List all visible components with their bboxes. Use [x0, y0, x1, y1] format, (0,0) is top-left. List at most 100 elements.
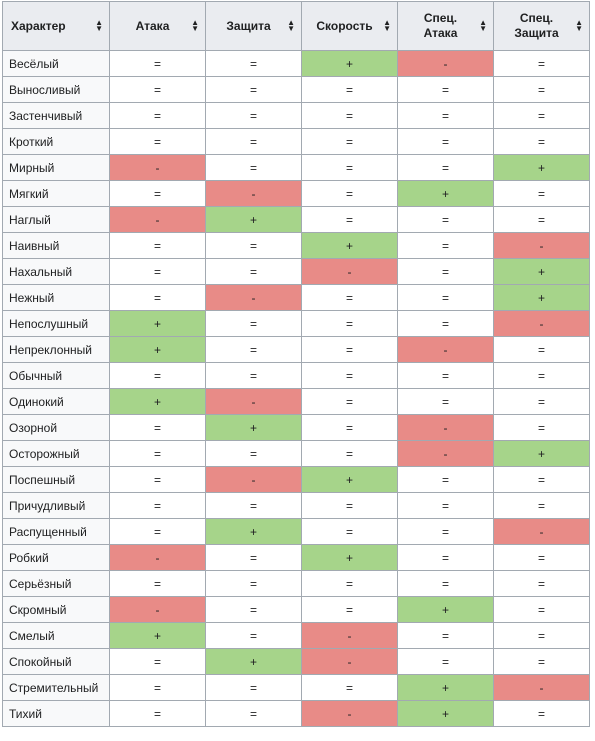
column-header-label-line: Спец. [519, 11, 554, 25]
table-row: Непослушный + = = = - [2, 310, 590, 337]
table-row: Озорной = + = - = [2, 414, 590, 441]
stat-effect-cell: = [397, 544, 494, 571]
stat-effect-cell: - [493, 310, 590, 337]
stat-effect-cell: = [493, 50, 590, 77]
nature-name-cell: Распущенный [2, 518, 110, 545]
column-header-attack[interactable]: Атака ▲ ▼ [109, 1, 206, 51]
stat-effect-cell: = [493, 336, 590, 363]
stat-effect-cell: + [205, 648, 302, 675]
column-header-label-line: Характер [11, 18, 66, 33]
stat-effect-cell: + [205, 518, 302, 545]
column-header-defense[interactable]: Защита ▲ ▼ [205, 1, 302, 51]
stat-effect-cell: = [397, 258, 494, 285]
table-row: Весёлый = = + - = [2, 50, 590, 77]
stat-effect-cell: = [397, 284, 494, 311]
stat-effect-cell: = [301, 310, 398, 337]
stat-effect-cell: + [397, 674, 494, 701]
stat-effect-cell: = [109, 570, 206, 597]
stat-effect-cell: - [109, 154, 206, 181]
stat-effect-cell: = [301, 206, 398, 233]
sort-arrows-icon[interactable]: ▲ ▼ [479, 18, 487, 33]
stat-effect-cell: = [205, 440, 302, 467]
stat-effect-cell: = [397, 570, 494, 597]
stat-effect-cell: = [109, 492, 206, 519]
stat-effect-cell: = [205, 76, 302, 103]
column-header-label: Спец. Атака [424, 11, 468, 41]
stat-effect-cell: = [397, 466, 494, 493]
stat-effect-cell: = [109, 674, 206, 701]
column-header-sp-attack[interactable]: Спец. Атака ▲ ▼ [397, 1, 494, 51]
stat-effect-cell: = [493, 76, 590, 103]
table-row: Выносливый = = = = = [2, 76, 590, 103]
stat-effect-cell: + [397, 180, 494, 207]
table-row: Одинокий + - = = = [2, 388, 590, 415]
stat-effect-cell: = [109, 50, 206, 77]
stat-effect-cell: = [493, 414, 590, 441]
stat-effect-cell: = [301, 596, 398, 623]
nature-name-cell: Застенчивый [2, 102, 110, 129]
nature-name-cell: Спокойный [2, 648, 110, 675]
stat-effect-cell: = [397, 492, 494, 519]
column-header-label: Скорость [316, 19, 382, 34]
column-header-speed[interactable]: Скорость ▲ ▼ [301, 1, 398, 51]
stat-effect-cell: = [397, 310, 494, 337]
column-header-label-line: Атака [135, 18, 170, 33]
stat-effect-cell: - [301, 648, 398, 675]
column-header-nature[interactable]: Характер ▲ ▼ [2, 1, 110, 51]
table-row: Наглый - + = = = [2, 206, 590, 233]
stat-effect-cell: = [493, 648, 590, 675]
stat-effect-cell: - [493, 232, 590, 259]
stat-effect-cell: = [205, 674, 302, 701]
stat-effect-cell: + [109, 388, 206, 415]
nature-name-cell: Смелый [2, 622, 110, 649]
nature-name-cell: Непослушный [2, 310, 110, 337]
column-header-label-line: Защита [226, 18, 271, 33]
stat-effect-cell: = [301, 388, 398, 415]
sort-arrows-icon[interactable]: ▲ ▼ [287, 18, 295, 33]
column-header-label-line: Защита [514, 26, 559, 40]
stat-effect-cell: = [301, 492, 398, 519]
stat-effect-cell: - [109, 544, 206, 571]
stat-effect-cell: + [301, 544, 398, 571]
stat-effect-cell: = [109, 180, 206, 207]
sort-arrows-icon[interactable]: ▲ ▼ [383, 18, 391, 33]
stat-effect-cell: = [397, 102, 494, 129]
table-row: Осторожный = = = - + [2, 440, 590, 467]
table-row: Тихий = = - + = [2, 700, 590, 727]
stat-effect-cell: = [205, 622, 302, 649]
stat-effect-cell: = [109, 258, 206, 285]
stat-effect-cell: = [205, 128, 302, 155]
nature-name-cell: Нежный [2, 284, 110, 311]
column-header-sp-defense[interactable]: Спец. Защита ▲ ▼ [493, 1, 590, 51]
nature-name-cell: Мягкий [2, 180, 110, 207]
stat-effect-cell: = [109, 232, 206, 259]
nature-name-cell: Скромный [2, 596, 110, 623]
stat-effect-cell: = [109, 128, 206, 155]
sort-arrows-icon[interactable]: ▲ ▼ [191, 18, 199, 33]
column-header-label-line: Скорость [316, 18, 373, 33]
sort-arrows-icon[interactable]: ▲ ▼ [95, 18, 103, 33]
table-row: Обычный = = = = = [2, 362, 590, 389]
stat-effect-cell: = [301, 674, 398, 701]
stat-effect-cell: = [397, 128, 494, 155]
nature-name-cell: Нахальный [2, 258, 110, 285]
stat-effect-cell: = [397, 232, 494, 259]
table-row: Нежный = - = = + [2, 284, 590, 311]
table-row: Серьёзный = = = = = [2, 570, 590, 597]
stat-effect-cell: = [493, 622, 590, 649]
stat-effect-cell: + [493, 154, 590, 181]
nature-name-cell: Стремительный [2, 674, 110, 701]
nature-name-cell: Кроткий [2, 128, 110, 155]
stat-effect-cell: - [205, 466, 302, 493]
nature-name-cell: Осторожный [2, 440, 110, 467]
stat-effect-cell: = [493, 700, 590, 727]
stat-effect-cell: - [205, 180, 302, 207]
stat-effect-cell: + [205, 206, 302, 233]
column-header-label: Защита [226, 19, 280, 34]
stat-effect-cell: - [109, 206, 206, 233]
column-header-label: Спец. Защита [514, 11, 568, 41]
sort-arrows-icon[interactable]: ▲ ▼ [575, 18, 583, 33]
stat-effect-cell: + [109, 622, 206, 649]
nature-name-cell: Непреклонный [2, 336, 110, 363]
stat-effect-cell: = [397, 154, 494, 181]
